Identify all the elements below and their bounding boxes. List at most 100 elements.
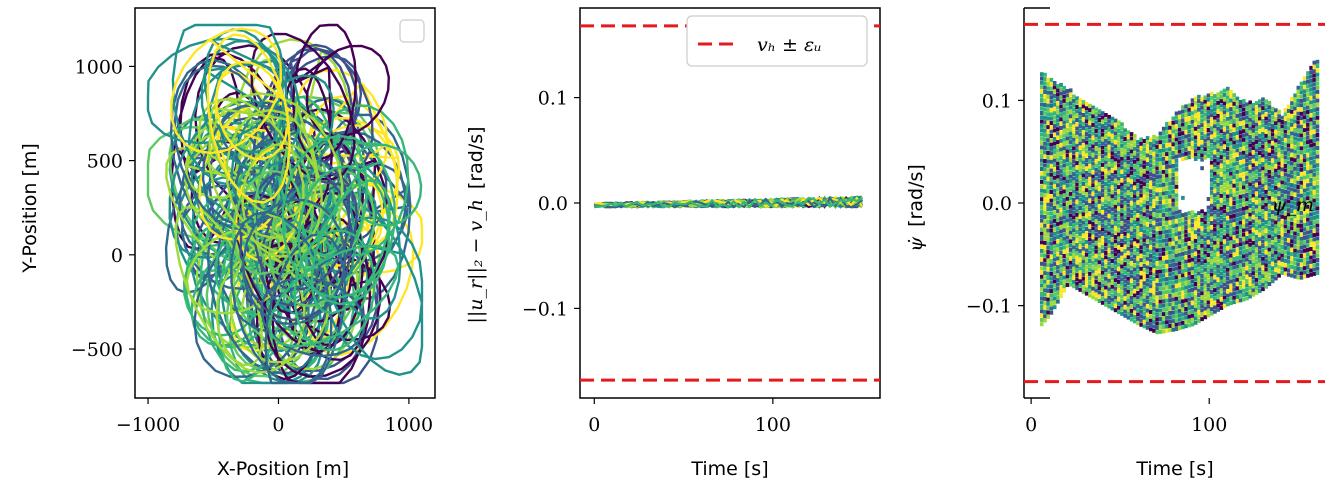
heading-rate-cell: [1049, 134, 1054, 138]
heading-rate-cell: [1104, 212, 1108, 217]
heading-rate-cell: [1181, 303, 1185, 308]
heading-rate-cell: [1139, 172, 1143, 176]
heading-rate-cell: [1193, 320, 1198, 325]
heading-rate-cell: [1235, 187, 1240, 192]
heading-rate-cell: [1136, 321, 1140, 326]
heading-rate-cell: [1049, 185, 1054, 190]
heading-rate-cell: [1184, 302, 1188, 307]
heading-rate-cell: [1174, 210, 1179, 215]
heading-rate-cell: [1043, 107, 1047, 112]
heading-rate-cell: [1290, 153, 1294, 157]
heading-rate-cell: [1104, 134, 1108, 139]
heading-rate-cell: [1190, 292, 1195, 297]
heading-rate-cell: [1290, 170, 1294, 175]
heading-rate-cell: [1197, 142, 1201, 147]
heading-rate-cell: [1158, 243, 1163, 248]
heading-rate-cell: [1129, 132, 1134, 137]
heading-rate-cell: [1072, 176, 1076, 181]
heading-rate-cell: [1110, 151, 1115, 156]
heading-rate-cell: [1165, 139, 1169, 144]
heading-rate-cell: [1120, 273, 1124, 278]
heading-rate-cell: [1113, 187, 1118, 192]
heading-rate-cell: [1222, 105, 1227, 110]
heading-rate-cell: [1078, 106, 1083, 111]
heading-rate-cell: [1165, 294, 1169, 299]
heading-rate-cell: [1081, 238, 1086, 242]
heading-rate-cell: [1242, 176, 1246, 181]
heading-rate-cell: [1286, 272, 1291, 277]
heading-rate-cell: [1245, 214, 1249, 219]
heading-rate-cell: [1075, 161, 1079, 166]
heading-rate-cell: [1200, 105, 1204, 110]
heading-rate-cell: [1145, 200, 1150, 205]
heading-rate-cell: [1226, 216, 1230, 221]
heading-rate-cell: [1216, 251, 1220, 256]
heading-rate-cell: [1065, 231, 1070, 236]
heading-rate-cell: [1200, 131, 1204, 136]
heading-rate-cell: [1142, 238, 1147, 243]
heading-rate-cell: [1100, 137, 1105, 141]
heading-rate-cell: [1149, 279, 1153, 284]
heading-rate-cell: [1190, 279, 1195, 284]
heading-rate-cell: [1315, 227, 1320, 232]
heading-rate-cell: [1226, 99, 1230, 104]
heading-rate-cell: [1242, 142, 1246, 147]
heading-rate-cell: [1242, 228, 1246, 233]
heading-rate-cell: [1299, 176, 1304, 181]
heading-rate-cell: [1242, 120, 1246, 125]
heading-rate-cell: [1251, 120, 1256, 125]
heading-rate-cell: [1209, 147, 1214, 152]
heading-rate-cell: [1286, 246, 1291, 251]
heading-rate-cell: [1177, 136, 1182, 141]
heading-rate-cell: [1149, 219, 1153, 224]
heading-rate-cell: [1200, 153, 1204, 158]
heading-rate-cell: [1238, 169, 1243, 173]
heading-rate-cell: [1222, 136, 1227, 140]
heading-rate-cell: [1084, 158, 1089, 162]
heading-rate-cell: [1075, 286, 1079, 291]
heading-rate-cell: [1110, 198, 1115, 203]
heading-rate-cell: [1107, 170, 1111, 175]
heading-rate-cell: [1059, 238, 1063, 242]
heading-rate-cell: [1283, 241, 1288, 246]
heading-rate-cell: [1274, 198, 1278, 203]
heading-rate-cell: [1280, 189, 1285, 193]
heading-rate-cell: [1245, 283, 1249, 288]
heading-rate-cell: [1110, 302, 1115, 307]
heading-rate-cell: [1043, 240, 1047, 245]
heading-rate-cell: [1274, 263, 1278, 268]
heading-rate-cell: [1193, 307, 1198, 312]
heading-rate-cell: [1245, 257, 1249, 262]
heading-rate-cell: [1277, 260, 1281, 265]
heading-rate-cell: [1277, 114, 1281, 119]
heading-rate-cell: [1251, 111, 1256, 116]
heading-rate-cell: [1046, 120, 1050, 125]
heading-rate-cell: [1264, 241, 1268, 246]
heading-rate-cell: [1049, 202, 1054, 207]
heading-rate-cell: [1274, 142, 1278, 147]
heading-rate-cell: [1258, 228, 1262, 233]
heading-rate-cell: [1158, 144, 1163, 149]
heading-rate-cell: [1280, 245, 1285, 249]
heading-rate-cell: [1242, 202, 1246, 207]
heading-rate-cell: [1088, 250, 1092, 255]
heading-rate-cell: [1229, 137, 1233, 142]
heading-rate-cell: [1315, 193, 1320, 198]
heading-rate-cell: [1139, 292, 1143, 297]
heading-rate-cell: [1213, 171, 1217, 176]
heading-rate-cell: [1299, 198, 1304, 202]
heading-rate-cell: [1226, 91, 1230, 96]
heading-rate-cell: [1117, 288, 1121, 293]
heading-rate-cell: [1049, 207, 1054, 212]
heading-rate-cell: [1280, 249, 1285, 254]
heading-rate-cell: [1187, 103, 1192, 108]
heading-rate-cell: [1168, 259, 1172, 264]
heading-rate-cell: [1242, 271, 1246, 276]
trajectory-series: [195, 198, 360, 371]
heading-rate-cell: [1078, 171, 1083, 176]
heading-rate-cell: [1232, 291, 1236, 296]
heading-rate-cell: [1209, 229, 1214, 234]
heading-rate-cell: [1213, 227, 1217, 232]
heading-rate-cell: [1209, 307, 1214, 312]
heading-rate-cell: [1062, 206, 1067, 211]
